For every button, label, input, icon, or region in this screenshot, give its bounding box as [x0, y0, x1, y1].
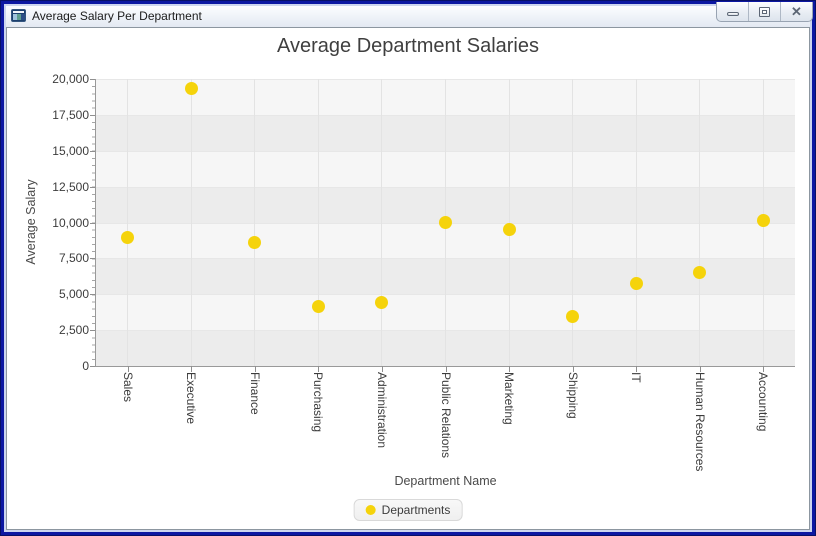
chart-title: Average Department Salaries [277, 35, 539, 57]
data-point-administration [375, 296, 389, 310]
vertical-gridline [508, 79, 510, 366]
x-tick-mark [127, 366, 129, 372]
vertical-gridline [190, 79, 192, 366]
data-point-executive [184, 82, 198, 96]
title-bar[interactable]: Average Salary Per Department ✕ [6, 2, 813, 27]
data-point-sales [121, 230, 135, 244]
x-tick-label: Accounting [756, 372, 771, 432]
x-tick-label: Administration [374, 372, 389, 449]
x-tick-mark [191, 366, 193, 372]
y-tick-mark [90, 258, 96, 260]
vertical-gridline [699, 79, 701, 366]
vertical-gridline [572, 79, 574, 366]
x-tick-mark [381, 366, 383, 372]
window-title: Average Salary Per Department [32, 9, 202, 23]
legend-series-dot [365, 505, 376, 515]
close-button[interactable]: ✕ [781, 2, 812, 21]
minimize-icon [726, 11, 739, 16]
x-tick-mark [445, 366, 447, 372]
data-point-finance [248, 236, 262, 250]
close-icon: ✕ [791, 4, 802, 19]
x-tick-mark [572, 366, 574, 372]
vertical-gridline [635, 79, 637, 366]
data-point-human-resources [693, 266, 707, 280]
window-controls: ✕ [716, 2, 813, 22]
y-tick-label: 5,000 [58, 287, 89, 302]
maximize-icon [759, 6, 770, 17]
x-tick-mark [699, 366, 701, 372]
x-tick-label: Sales [120, 372, 135, 403]
data-point-marketing [502, 223, 516, 237]
y-tick-label: 12,500 [52, 179, 89, 194]
y-tick-label: 15,000 [52, 143, 89, 158]
x-tick-label: IT [629, 372, 644, 383]
window-inner: Average Salary Per Department ✕ Average … [6, 2, 813, 530]
y-tick-label: 2,500 [58, 323, 89, 338]
y-tick-label: 0 [82, 359, 89, 373]
chart-content: Average Department Salaries Average Sala… [6, 27, 810, 530]
y-tick-mark [90, 294, 96, 296]
app-icon[interactable] [11, 9, 26, 22]
x-axis-title: Department Name [394, 474, 497, 488]
data-point-public-relations [439, 216, 452, 229]
x-tick-mark [763, 366, 765, 372]
y-tick-mark [90, 150, 96, 152]
y-tick-mark [90, 79, 96, 80]
app-icon-pane-3 [21, 14, 25, 20]
x-tick-label: Purchasing [311, 372, 326, 433]
data-point-purchasing [311, 299, 325, 313]
x-tick-label: Marketing [502, 372, 517, 425]
maximize-button[interactable] [749, 2, 781, 21]
minimize-button[interactable] [717, 2, 749, 21]
plot-area [96, 79, 795, 366]
y-tick-label: 20,000 [52, 72, 89, 86]
data-point-shipping [566, 309, 580, 323]
x-tick-mark [254, 366, 256, 372]
x-tick-label: Finance [247, 372, 262, 415]
vertical-gridline [254, 79, 256, 366]
x-tick-label: Public Relations [438, 372, 453, 459]
x-tick-mark [318, 366, 320, 372]
legend-series-label: Departments [381, 503, 451, 517]
vertical-gridline [317, 79, 319, 366]
legend: Departments [353, 499, 463, 521]
y-tick-mark [90, 186, 96, 188]
y-tick-mark [90, 330, 96, 332]
y-axis-line [95, 79, 96, 367]
app-icon-pane-1 [13, 14, 17, 20]
app-icon-titlebar-stripe [13, 11, 24, 13]
y-tick-label: 10,000 [52, 215, 89, 230]
x-tick-label: Human Resources [692, 372, 707, 472]
y-tick-mark [90, 366, 96, 367]
data-point-accounting [756, 213, 770, 227]
x-tick-label: Executive [184, 372, 199, 425]
vertical-gridline [381, 79, 383, 366]
y-tick-mark [90, 222, 96, 224]
x-tick-mark [636, 366, 638, 372]
y-tick-label: 7,500 [58, 251, 89, 266]
app-icon-pane-2 [17, 14, 21, 20]
x-tick-mark [509, 366, 511, 372]
x-tick-label: Shipping [565, 372, 580, 419]
y-tick-mark [90, 114, 96, 116]
y-tick-label: 17,500 [52, 107, 89, 122]
window-border-inner-ring: Average Salary Per Department ✕ Average … [4, 2, 813, 532]
vertical-gridline [127, 79, 129, 366]
data-point-it [629, 276, 643, 290]
